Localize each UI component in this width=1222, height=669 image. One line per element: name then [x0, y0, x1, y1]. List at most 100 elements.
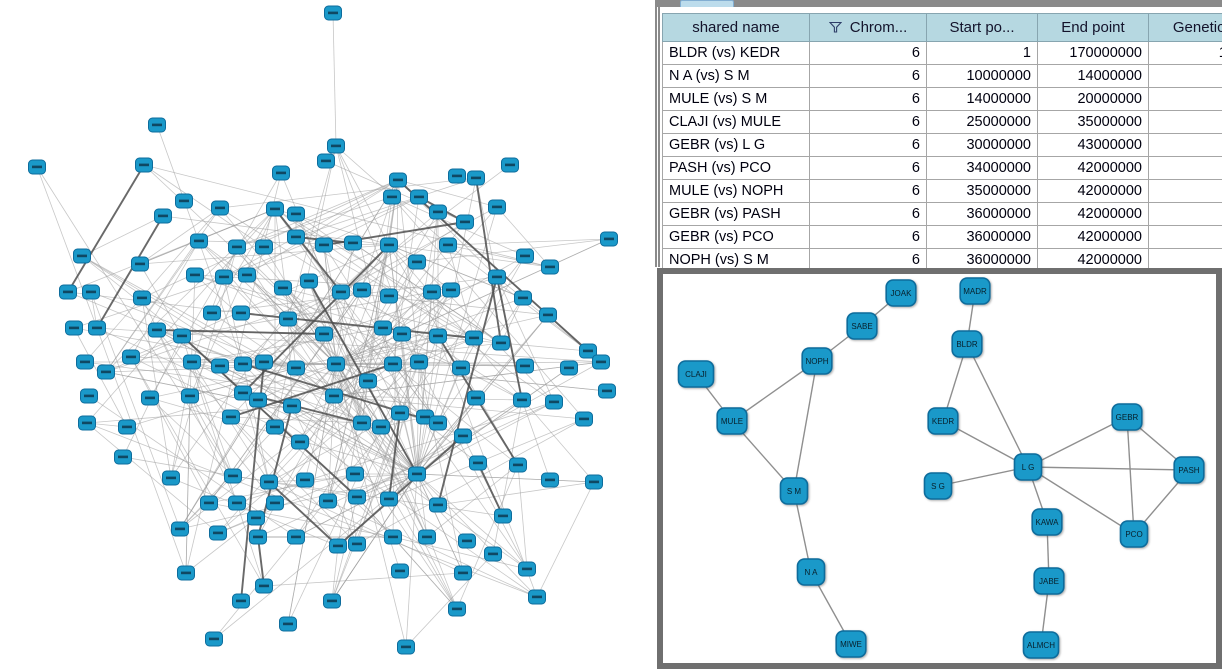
network-node[interactable]: NOPH: [801, 347, 833, 375]
network-node[interactable]: [391, 563, 409, 579]
network-node[interactable]: [171, 521, 189, 537]
network-node[interactable]: [439, 237, 457, 253]
table-cell[interactable]: GEBR (vs) PCO: [662, 225, 810, 249]
network-node[interactable]: [408, 466, 426, 482]
network-node[interactable]: [315, 326, 333, 342]
network-node[interactable]: [279, 616, 297, 632]
network-node[interactable]: [448, 168, 466, 184]
network-node[interactable]: [154, 208, 172, 224]
network-node[interactable]: [509, 457, 527, 473]
network-node[interactable]: [429, 415, 447, 431]
table-cell[interactable]: 1: [926, 41, 1038, 65]
network-node[interactable]: MADR: [959, 277, 991, 305]
network-node[interactable]: [228, 495, 246, 511]
network-node[interactable]: [266, 201, 284, 217]
column-header-end-point[interactable]: End point: [1037, 13, 1149, 42]
network-node[interactable]: [266, 419, 284, 435]
network-node[interactable]: [518, 561, 536, 577]
network-node[interactable]: [454, 428, 472, 444]
network-node[interactable]: [324, 5, 342, 21]
network-node[interactable]: [516, 248, 534, 264]
network-node[interactable]: [418, 529, 436, 545]
column-header-chrom[interactable]: Chrom...: [809, 13, 927, 42]
network-node[interactable]: [274, 280, 292, 296]
network-node[interactable]: [249, 529, 267, 545]
network-node[interactable]: [393, 326, 411, 342]
network-node[interactable]: [215, 269, 233, 285]
column-header-shared-name[interactable]: shared name: [662, 13, 810, 42]
network-node[interactable]: [348, 489, 366, 505]
network-node[interactable]: [255, 239, 273, 255]
table-cell[interactable]: PASH (vs) PCO: [662, 156, 810, 180]
table-cell[interactable]: 6: [809, 156, 927, 180]
network-node[interactable]: [488, 269, 506, 285]
network-node[interactable]: [346, 466, 364, 482]
network-node[interactable]: [429, 204, 447, 220]
table-cell[interactable]: 6: [809, 41, 927, 65]
network-node[interactable]: [429, 328, 447, 344]
table-cell[interactable]: 36000000: [926, 248, 1038, 272]
table-row[interactable]: BLDR (vs) KEDR61170000000192.0: [662, 41, 1222, 65]
network-node[interactable]: [249, 392, 267, 408]
network-node[interactable]: [291, 434, 309, 450]
network-node[interactable]: [327, 356, 345, 372]
network-node[interactable]: [516, 358, 534, 374]
table-cell[interactable]: 35000000: [1037, 110, 1149, 134]
network-node[interactable]: [545, 394, 563, 410]
table-row[interactable]: GEBR (vs) L G6300000004300000016.9: [662, 133, 1222, 157]
network-node[interactable]: PCO: [1119, 520, 1149, 548]
network-node[interactable]: [579, 343, 597, 359]
network-node[interactable]: [410, 189, 428, 205]
network-node[interactable]: [389, 172, 407, 188]
table-cell[interactable]: 42000000: [1037, 156, 1149, 180]
network-node[interactable]: [222, 409, 240, 425]
network-node[interactable]: [148, 117, 166, 133]
table-cell[interactable]: 10000000: [926, 64, 1038, 88]
network-node[interactable]: KAWA: [1031, 508, 1063, 536]
network-node[interactable]: [372, 419, 390, 435]
network-node[interactable]: [465, 330, 483, 346]
network-node[interactable]: [141, 390, 159, 406]
network-node[interactable]: [397, 639, 415, 655]
network-node[interactable]: [224, 468, 242, 484]
network-node[interactable]: [513, 392, 531, 408]
network-node[interactable]: [353, 415, 371, 431]
network-node[interactable]: [80, 388, 98, 404]
network-node[interactable]: [190, 233, 208, 249]
network-node[interactable]: [203, 305, 221, 321]
network-node[interactable]: [469, 455, 487, 471]
network-node[interactable]: [374, 320, 392, 336]
network-node[interactable]: [272, 165, 290, 181]
network-node[interactable]: MIWE: [835, 630, 867, 658]
network-node[interactable]: [442, 282, 460, 298]
network-node[interactable]: [300, 273, 318, 289]
network-edge[interactable]: [966, 343, 1029, 468]
network-node[interactable]: [296, 472, 314, 488]
network-node[interactable]: [359, 373, 377, 389]
table-cell[interactable]: MULE (vs) NOPH: [662, 179, 810, 203]
network-node[interactable]: [135, 157, 153, 173]
network-node[interactable]: [234, 356, 252, 372]
table-cell[interactable]: 6: [809, 64, 927, 88]
table-cell[interactable]: 10.5: [1148, 179, 1222, 203]
network-node[interactable]: [82, 284, 100, 300]
network-node[interactable]: [232, 305, 250, 321]
table-cell[interactable]: 42000000: [1037, 179, 1149, 203]
network-node[interactable]: [585, 474, 603, 490]
column-header-start-po[interactable]: Start po...: [926, 13, 1038, 42]
network-node[interactable]: [327, 138, 345, 154]
table-cell[interactable]: GEBR (vs) PASH: [662, 202, 810, 226]
network-edge[interactable]: [793, 360, 818, 492]
network-node[interactable]: [73, 248, 91, 264]
network-node[interactable]: [353, 282, 371, 298]
table-cell[interactable]: 5.9: [1148, 110, 1222, 134]
network-node[interactable]: L G: [1013, 453, 1043, 481]
network-node[interactable]: [380, 288, 398, 304]
network-node[interactable]: [28, 159, 46, 175]
network-node[interactable]: [205, 631, 223, 647]
network-node[interactable]: [209, 525, 227, 541]
network-node[interactable]: [384, 529, 402, 545]
network-node[interactable]: [492, 335, 510, 351]
network-node[interactable]: [384, 356, 402, 372]
network-node[interactable]: [122, 349, 140, 365]
